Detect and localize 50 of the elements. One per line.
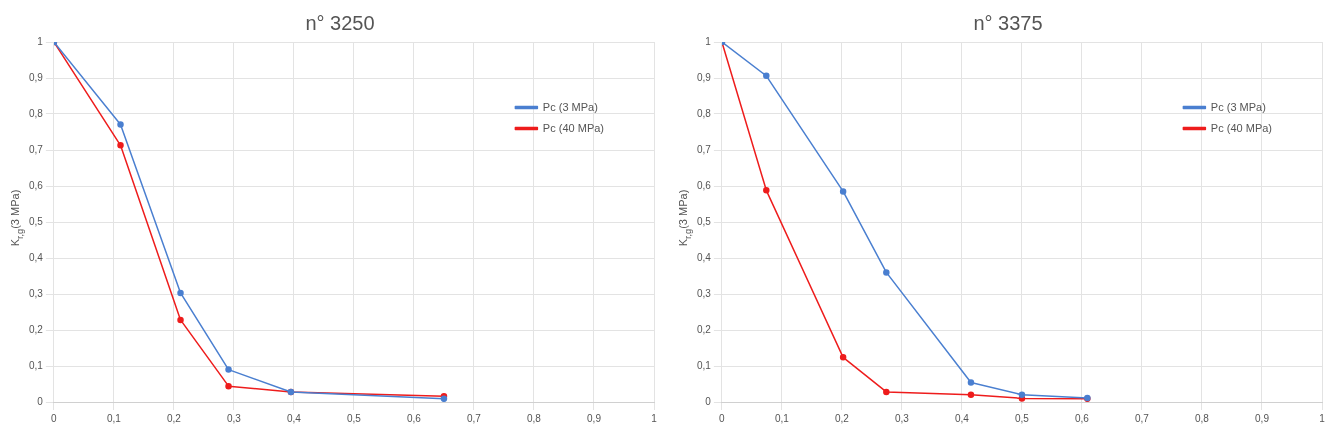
x-tick-label: 0,9 xyxy=(587,412,602,424)
y-tick-label: 0,5 xyxy=(29,215,44,227)
y-tick-label: 0,9 xyxy=(29,71,44,83)
x-tick-label: 0,8 xyxy=(527,412,542,424)
x-tick-label: 0,1 xyxy=(106,412,122,424)
x-tick-label: 1 xyxy=(1319,412,1326,424)
x-tick-label: 0 xyxy=(51,412,58,424)
y-tick-label: 0,6 xyxy=(697,179,712,191)
y-tick-label: 0,4 xyxy=(697,251,712,263)
y-tick-label: 0,5 xyxy=(697,215,712,227)
legend-label: Pc (3 MPa) xyxy=(542,100,598,113)
x-tick-label: 0,3 xyxy=(894,412,910,424)
x-tick-label: 0,2 xyxy=(166,412,182,424)
y-tick-label: 0,9 xyxy=(697,71,712,83)
y-tick-label: 0,3 xyxy=(697,287,712,299)
y-tick-label: 0,2 xyxy=(29,323,44,335)
x-tick-label: 0,8 xyxy=(1195,412,1210,424)
x-tick-label: 0,1 xyxy=(774,412,790,424)
x-tick-label: 0,9 xyxy=(1255,412,1270,424)
x-tick-label: 0,3 xyxy=(226,412,242,424)
legend-label: Pc (40 MPa) xyxy=(542,121,605,134)
x-tick-label: 0,5 xyxy=(347,412,362,424)
y-tick-label: 0 xyxy=(37,395,44,407)
x-tick-label: 0,2 xyxy=(834,412,850,424)
y-tick-label: 0,8 xyxy=(697,107,712,119)
x-tick-label: 0 xyxy=(719,412,726,424)
chart-title: n° 3375 xyxy=(973,11,1043,34)
y-tick-label: 1 xyxy=(37,35,44,47)
y-tick-label: 0,1 xyxy=(29,359,44,371)
x-tick-label: 0,4 xyxy=(954,412,970,424)
y-tick-label: 0,7 xyxy=(697,143,712,155)
x-tick-label: 0,6 xyxy=(407,412,422,424)
x-tick-label: 0,7 xyxy=(1135,412,1150,424)
x-tick-label: 0,4 xyxy=(286,412,302,424)
y-tick-label: 0,3 xyxy=(29,287,44,299)
y-tick-label: 1 xyxy=(705,35,712,47)
y-tick-label: 0,2 xyxy=(697,323,712,335)
chart-title: n° 3250 xyxy=(305,11,375,34)
legend-label: Pc (3 MPa) xyxy=(1210,100,1266,113)
x-tick-label: 1 xyxy=(651,412,658,424)
y-tick-label: 0,6 xyxy=(29,179,44,191)
x-tick-label: 0,7 xyxy=(467,412,482,424)
x-tick-label: 0,5 xyxy=(1015,412,1030,424)
y-tick-label: 0,1 xyxy=(697,359,712,371)
legend-label: Pc (40 MPa) xyxy=(1210,121,1273,134)
y-tick-label: 0,7 xyxy=(29,143,44,155)
y-tick-label: 0 xyxy=(705,395,712,407)
x-tick-label: 0,6 xyxy=(1075,412,1090,424)
y-tick-label: 0,4 xyxy=(29,251,44,263)
y-tick-label: 0,8 xyxy=(29,107,44,119)
